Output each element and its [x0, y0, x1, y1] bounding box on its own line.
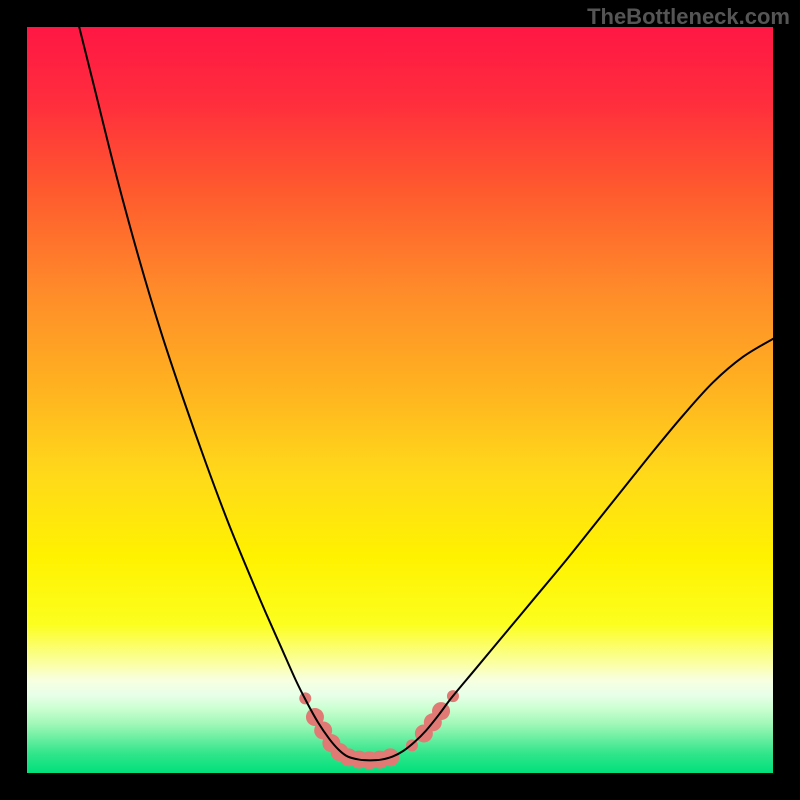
gradient-background — [27, 27, 773, 773]
plot-area — [27, 27, 773, 773]
chart-frame: TheBottleneck.com — [0, 0, 800, 800]
bottleneck-chart-svg — [27, 27, 773, 773]
